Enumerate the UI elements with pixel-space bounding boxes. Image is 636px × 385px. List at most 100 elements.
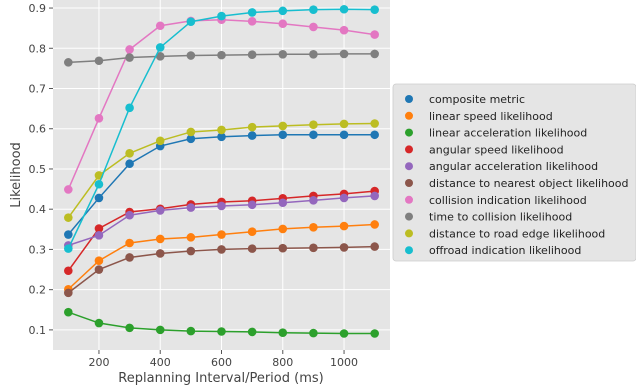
data-point	[370, 5, 379, 14]
data-point	[125, 210, 134, 220]
data-point	[217, 125, 226, 135]
x-axis-label: Replanning Interval/Period (ms)	[118, 371, 323, 385]
data-point	[125, 45, 134, 54]
data-point	[186, 246, 196, 256]
data-point	[339, 193, 349, 203]
x-tick-label: 200	[88, 356, 109, 369]
data-point	[217, 327, 226, 336]
data-point	[64, 230, 73, 239]
data-point	[94, 265, 104, 274]
data-point	[278, 243, 288, 253]
data-point	[309, 50, 318, 59]
data-point	[370, 329, 379, 338]
data-point	[309, 22, 318, 32]
x-tick-label: 1000	[330, 356, 358, 369]
y-axis-label: Likelihood	[9, 142, 24, 208]
data-point	[125, 323, 134, 333]
axis-ticks: 0.1 0.2 0.3 0.4 0.5 0.6 0.7 0.8 0.9 200 400 600 800 1…	[29, 2, 359, 369]
data-point	[94, 193, 104, 203]
legend-entry: time to collision likelihood	[429, 211, 572, 224]
data-point	[155, 136, 165, 146]
data-point	[64, 307, 73, 317]
data-point	[186, 134, 196, 144]
data-point	[125, 159, 134, 169]
legend-entry: angular speed likelihood	[429, 143, 564, 156]
series-distance-to-road-edge-likelihood	[64, 119, 379, 222]
data-point	[370, 30, 379, 39]
data-point	[370, 191, 379, 201]
data-point	[155, 325, 165, 335]
data-point	[370, 220, 379, 229]
legend-marker	[405, 162, 413, 171]
legend-marker	[405, 128, 413, 137]
data-point	[94, 56, 104, 66]
y-tick-label: 0.8	[29, 42, 47, 55]
data-point	[186, 51, 196, 60]
legend-entry: collision indication likelihood	[429, 194, 587, 207]
legend: composite metric linear speed likelihood l…	[392, 83, 636, 262]
data-point	[278, 224, 288, 234]
data-point	[217, 245, 226, 254]
data-point	[278, 121, 288, 131]
legend-marker	[405, 145, 413, 154]
data-point	[278, 6, 288, 16]
legend-entry: composite metric	[429, 93, 525, 106]
data-point	[217, 132, 226, 142]
series-composite-metric	[64, 130, 379, 239]
y-tick-label: 0.3	[29, 243, 47, 256]
data-point	[155, 206, 165, 215]
legend-entry: distance to road edge likelihood	[429, 227, 605, 240]
data-point	[309, 5, 318, 14]
data-point	[186, 233, 196, 242]
series-layer	[64, 4, 379, 338]
series-linear-acceleration-likelihood	[64, 307, 379, 338]
legend-marker	[405, 246, 413, 255]
data-point	[125, 253, 134, 262]
data-point	[94, 179, 104, 189]
data-point	[94, 256, 104, 265]
data-point	[339, 25, 349, 35]
data-point	[309, 243, 318, 253]
data-point	[186, 17, 196, 27]
data-point	[217, 201, 226, 211]
legend-marker	[405, 179, 413, 187]
x-tick-label: 400	[150, 356, 171, 369]
legend-box	[392, 83, 636, 262]
legend-entry: distance to nearest object likelihood	[429, 177, 629, 190]
data-point	[278, 50, 288, 59]
series-angular-acceleration-likelihood	[64, 191, 379, 250]
data-point	[155, 21, 165, 31]
legend-entry: linear acceleration likelihood	[429, 127, 587, 140]
data-point	[309, 196, 318, 205]
data-point	[155, 43, 165, 52]
y-tick-label: 0.5	[29, 163, 47, 176]
data-point	[339, 119, 349, 129]
data-point	[186, 127, 196, 137]
data-point	[186, 326, 196, 336]
legend-entry: linear speed likelihood	[429, 110, 553, 123]
data-point	[247, 227, 257, 237]
legend-marker	[405, 229, 413, 238]
data-point	[247, 327, 257, 337]
data-point	[339, 4, 349, 14]
series-offroad-indication-likelihood	[64, 4, 379, 253]
data-point	[278, 130, 288, 140]
data-point	[155, 234, 165, 244]
data-point	[247, 131, 257, 140]
data-point	[64, 288, 73, 298]
data-point	[309, 120, 318, 130]
data-point	[64, 244, 73, 253]
data-point	[94, 113, 104, 123]
data-point	[125, 53, 134, 62]
legend-entry: angular acceleration likelihood	[429, 160, 598, 173]
data-point	[186, 203, 196, 212]
data-point	[64, 185, 73, 194]
data-point	[247, 17, 257, 26]
data-point	[247, 200, 257, 210]
data-point	[155, 249, 165, 258]
data-point	[278, 19, 288, 29]
data-point	[64, 266, 73, 276]
data-point	[339, 130, 349, 140]
data-point	[125, 238, 134, 248]
